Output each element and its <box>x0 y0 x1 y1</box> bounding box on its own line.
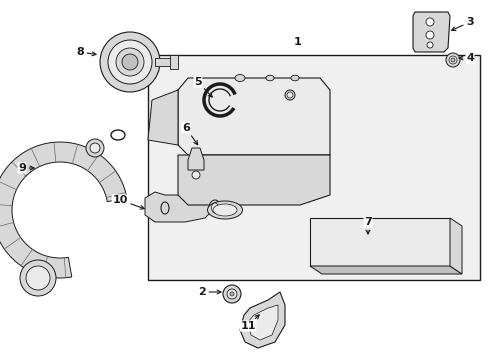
Text: 11: 11 <box>240 315 259 331</box>
Circle shape <box>26 266 50 290</box>
Ellipse shape <box>265 75 273 81</box>
Ellipse shape <box>290 75 298 81</box>
Bar <box>170 55 178 69</box>
Ellipse shape <box>90 143 100 153</box>
Text: 1: 1 <box>293 37 301 47</box>
Polygon shape <box>178 78 329 155</box>
Ellipse shape <box>235 75 244 81</box>
Text: 7: 7 <box>364 217 371 234</box>
Circle shape <box>226 289 237 299</box>
Circle shape <box>425 18 433 26</box>
Circle shape <box>100 32 160 92</box>
Circle shape <box>425 31 433 39</box>
Text: 5: 5 <box>194 77 212 97</box>
Circle shape <box>116 48 143 76</box>
Polygon shape <box>412 12 449 52</box>
Polygon shape <box>148 90 178 145</box>
Text: 10: 10 <box>112 195 144 209</box>
Polygon shape <box>0 142 127 278</box>
Bar <box>309 218 449 266</box>
Ellipse shape <box>448 56 456 64</box>
Polygon shape <box>187 148 203 170</box>
Ellipse shape <box>211 203 218 213</box>
Text: 4: 4 <box>458 53 473 63</box>
Ellipse shape <box>445 53 459 67</box>
Polygon shape <box>309 266 461 274</box>
Circle shape <box>223 285 241 303</box>
Ellipse shape <box>213 204 237 216</box>
Ellipse shape <box>285 90 294 100</box>
Circle shape <box>108 40 152 84</box>
Text: 3: 3 <box>451 17 473 31</box>
Ellipse shape <box>86 139 104 157</box>
Text: 6: 6 <box>182 123 197 145</box>
Ellipse shape <box>286 92 292 98</box>
Polygon shape <box>178 155 329 205</box>
Polygon shape <box>247 305 278 340</box>
Polygon shape <box>449 218 461 274</box>
Ellipse shape <box>208 200 221 216</box>
Polygon shape <box>240 292 285 348</box>
Ellipse shape <box>450 58 454 62</box>
Circle shape <box>122 54 138 70</box>
Circle shape <box>229 292 234 296</box>
Text: 2: 2 <box>198 287 221 297</box>
Bar <box>148 55 479 280</box>
Ellipse shape <box>192 171 200 179</box>
Ellipse shape <box>207 201 242 219</box>
Text: 8: 8 <box>76 47 96 57</box>
Bar <box>155 58 173 66</box>
Text: 9: 9 <box>18 163 34 173</box>
Circle shape <box>426 42 432 48</box>
Circle shape <box>20 260 56 296</box>
Polygon shape <box>145 192 215 222</box>
